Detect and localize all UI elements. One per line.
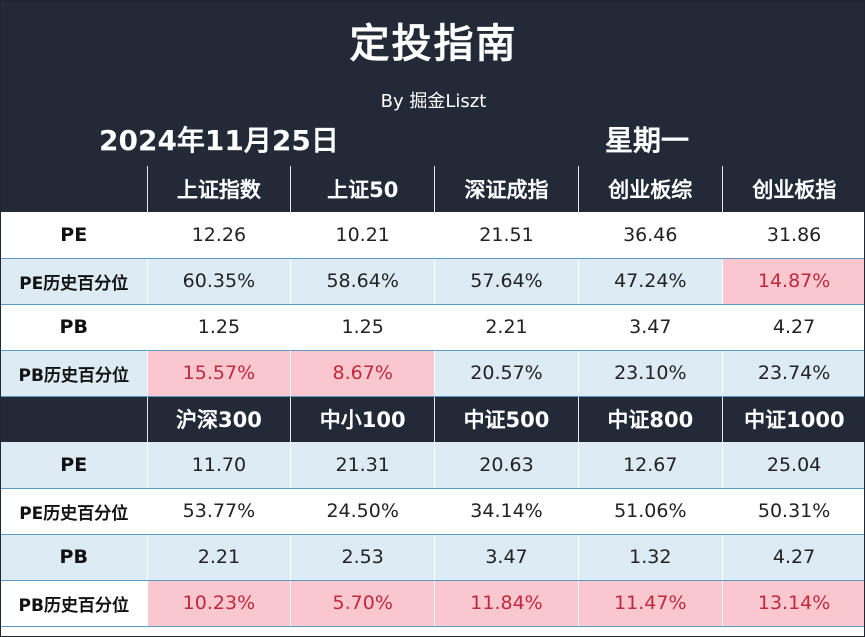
value-cell: 60.35% xyxy=(147,258,292,305)
table-row-pe: PE 11.70 21.31 20.63 12.67 25.04 xyxy=(1,442,864,489)
value-cell: 11.70 xyxy=(147,442,292,489)
header-corner-cell xyxy=(1,396,148,442)
value-cell-highlight: 5.70% xyxy=(290,580,436,627)
value-cell-highlight: 15.57% xyxy=(147,350,292,397)
index-name: 中证1000 xyxy=(722,396,864,442)
byline: By 掘金Liszt xyxy=(380,91,487,112)
value-cell: 12.67 xyxy=(578,442,723,489)
value-cell: 25.04 xyxy=(722,442,864,489)
table-row-pb-percentile: PB历史百分位 15.57% 8.67% 20.57% 23.10% 23.74… xyxy=(1,350,864,397)
table-row-pb: PB 2.21 2.53 3.47 1.32 4.27 xyxy=(1,534,864,581)
row-label: PE历史百分位 xyxy=(1,258,148,305)
index-name: 中证800 xyxy=(578,396,723,442)
row-label: PB历史百分位 xyxy=(1,350,148,397)
value-cell: 24.50% xyxy=(290,488,436,535)
index-name: 深证成指 xyxy=(434,166,579,212)
report-date: 2024年11月25日 xyxy=(99,124,339,157)
row-label: PE xyxy=(1,442,148,489)
index-name: 创业板指 xyxy=(722,166,864,212)
value-cell: 21.31 xyxy=(290,442,436,489)
value-cell: 3.47 xyxy=(434,534,579,581)
value-cell: 36.46 xyxy=(578,212,723,259)
value-cell: 3.47 xyxy=(578,304,723,351)
row-label: PB xyxy=(1,304,148,351)
value-cell: 1.25 xyxy=(147,304,292,351)
value-cell: 53.77% xyxy=(147,488,292,535)
index-name: 沪深300 xyxy=(147,396,292,442)
index-header-row: 沪深300 中小100 中证500 中证800 中证1000 xyxy=(1,396,864,442)
index-name: 上证50 xyxy=(290,166,436,212)
value-cell: 34.14% xyxy=(434,488,579,535)
value-cell: 50.31% xyxy=(722,488,864,535)
value-cell-highlight: 14.87% xyxy=(722,258,864,305)
index-name: 中小100 xyxy=(290,396,436,442)
value-cell: 23.10% xyxy=(578,350,723,397)
value-cell: 2.21 xyxy=(147,534,292,581)
index-name: 创业板综 xyxy=(578,166,723,212)
value-cell: 47.24% xyxy=(578,258,723,305)
value-cell: 21.51 xyxy=(434,212,579,259)
value-cell: 10.21 xyxy=(290,212,436,259)
value-cell: 20.57% xyxy=(434,350,579,397)
index-name: 上证指数 xyxy=(147,166,292,212)
value-cell: 4.27 xyxy=(722,534,864,581)
value-cell: 57.64% xyxy=(434,258,579,305)
header-corner-cell xyxy=(1,166,148,212)
value-cell: 2.53 xyxy=(290,534,436,581)
row-label: PE xyxy=(1,212,148,259)
row-label: PE历史百分位 xyxy=(1,488,148,535)
value-cell-highlight: 11.47% xyxy=(578,580,723,627)
report-weekday: 星期一 xyxy=(605,124,690,157)
value-cell-highlight: 13.14% xyxy=(722,580,864,627)
table-row-pe: PE 12.26 10.21 21.51 36.46 31.86 xyxy=(1,212,864,259)
table-row-pb: PB 1.25 1.25 2.21 3.47 4.27 xyxy=(1,304,864,351)
table-row-pb-percentile: PB历史百分位 10.23% 5.70% 11.84% 11.47% 13.14… xyxy=(1,580,864,627)
value-cell: 51.06% xyxy=(578,488,723,535)
value-cell: 58.64% xyxy=(290,258,436,305)
value-cell: 4.27 xyxy=(722,304,864,351)
value-cell-highlight: 11.84% xyxy=(434,580,579,627)
valuation-table: 上证指数 上证50 深证成指 创业板综 创业板指 PE 12.26 10.21 … xyxy=(1,166,864,627)
row-label: PB历史百分位 xyxy=(1,580,148,627)
value-cell: 23.74% xyxy=(722,350,864,397)
value-cell: 12.26 xyxy=(147,212,292,259)
row-label: PB xyxy=(1,534,148,581)
index-header-row: 上证指数 上证50 深证成指 创业板综 创业板指 xyxy=(1,166,864,212)
value-cell: 31.86 xyxy=(722,212,864,259)
header: 定投指南 By 掘金Liszt 2024年11月25日 星期一 xyxy=(1,1,864,166)
value-cell: 20.63 xyxy=(434,442,579,489)
table-row-pe-percentile: PE历史百分位 60.35% 58.64% 57.64% 47.24% 14.8… xyxy=(1,258,864,305)
index-name: 中证500 xyxy=(434,396,579,442)
table-row-pe-percentile: PE历史百分位 53.77% 24.50% 34.14% 51.06% 50.3… xyxy=(1,488,864,535)
value-cell: 2.21 xyxy=(434,304,579,351)
value-cell-highlight: 10.23% xyxy=(147,580,292,627)
value-cell-highlight: 8.67% xyxy=(290,350,436,397)
value-cell: 1.32 xyxy=(578,534,723,581)
value-cell: 1.25 xyxy=(290,304,436,351)
page-title: 定投指南 xyxy=(349,21,518,67)
